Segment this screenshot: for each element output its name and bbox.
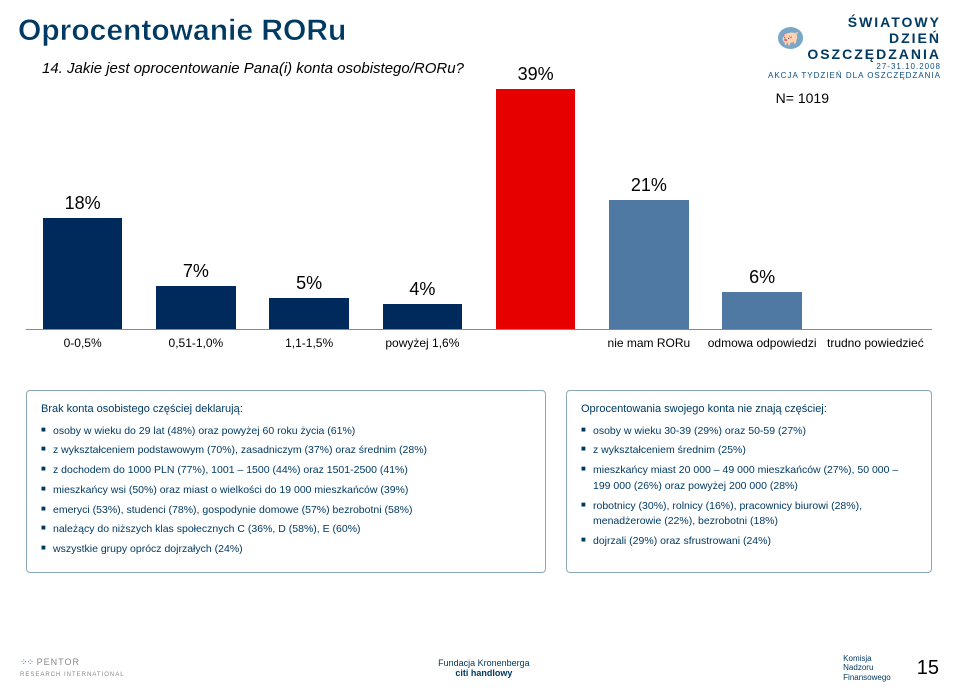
bar-rect (609, 200, 688, 329)
event-logo: 🐖 ŚWIATOWY DZIEŃ OSZCZĘDZANIA 27-31.10.2… (768, 14, 941, 80)
bar-rect (43, 218, 122, 329)
bar-rect (383, 304, 462, 329)
bar-3: 4% (366, 304, 479, 329)
chart-plot-area: 18%7%5%4%39%21%6% (26, 90, 932, 330)
list-item: mieszkańcy miast 20 000 – 49 000 mieszka… (581, 463, 917, 495)
list-item: osoby w wieku do 29 lat (48%) oraz powyż… (41, 424, 531, 440)
bar-rect (496, 89, 575, 329)
right-box-lead: Oprocentowania swojego konta nie znają c… (581, 401, 917, 418)
footer-left: PENTOR (37, 657, 80, 667)
x-tick-label: 1,1-1,5% (253, 330, 366, 350)
logo-date: 27-31.10.2008 (768, 62, 941, 71)
list-item: robotnicy (30%), rolnicy (16%), pracowni… (581, 499, 917, 531)
info-box-left: Brak konta osobistego częściej deklarują… (26, 390, 546, 573)
list-item: wszystkie grupy oprócz dojrzałych (24%) (41, 542, 531, 558)
x-tick-label: powyżej 1,6% (366, 330, 479, 350)
bar-value-label: 4% (366, 279, 479, 300)
bar-4: 39% (479, 89, 592, 329)
footer: ⁘⁘ PENTOR RESEARCH INTERNATIONAL Fundacj… (20, 646, 939, 690)
x-tick-label (479, 330, 592, 350)
info-box-right: Oprocentowania swojego konta nie znają c… (566, 390, 932, 573)
left-box-list: osoby w wieku do 29 lat (48%) oraz powyż… (41, 424, 531, 558)
bar-rect (156, 286, 235, 329)
logo-line-1: ŚWIATOWY (807, 14, 941, 30)
list-item: dojrzali (29%) oraz sfrustrowani (24%) (581, 534, 917, 550)
footer-logo-pentor: ⁘⁘ PENTOR RESEARCH INTERNATIONAL (20, 657, 125, 679)
list-item: emeryci (53%), studenci (78%), gospodyni… (41, 503, 531, 519)
footer-center-top: Fundacja Kronenberga (438, 658, 530, 668)
footer-center: Fundacja Kronenberga citi handlowy (438, 658, 530, 678)
bar-value-label: 18% (26, 193, 139, 214)
page-title: Oprocentowanie RORu (18, 14, 346, 48)
list-item: mieszkańcy wsi (50%) oraz miast o wielko… (41, 483, 531, 499)
dots-icon: ⁘⁘ (20, 657, 33, 667)
bar-0: 18% (26, 218, 139, 329)
x-tick-label: odmowa odpowiedzi (706, 330, 819, 350)
list-item: należący do niższych klas społecznych C … (41, 522, 531, 538)
right-box-list: osoby w wieku 30-39 (29%) oraz 50-59 (27… (581, 424, 917, 550)
x-tick-label: trudno powiedzieć (819, 330, 932, 350)
x-tick-label: nie mam RORu (592, 330, 705, 350)
bar-value-label: 7% (139, 261, 252, 282)
footer-center-bottom: citi handlowy (438, 668, 530, 678)
list-item: z wykształceniem podstawowym (70%), zasa… (41, 443, 531, 459)
footer-left-sub: RESEARCH INTERNATIONAL (20, 672, 125, 678)
bar-value-label: 6% (706, 267, 819, 288)
list-item: osoby w wieku 30-39 (29%) oraz 50-59 (27… (581, 424, 917, 440)
logo-subtitle: AKCJA TYDZIEŃ DLA OSZCZĘDZANIA (768, 71, 941, 80)
bar-rect (269, 298, 348, 329)
bar-value-label: 21% (592, 175, 705, 196)
x-tick-label: 0-0,5% (26, 330, 139, 350)
bar-value-label: 5% (253, 273, 366, 294)
footer-logo-knf: Komisja Nadzoru Finansowego (843, 654, 891, 683)
x-tick-label: 0,51-1,0% (139, 330, 252, 350)
piggy-icon: 🐖 (778, 27, 803, 49)
bar-value-label: 39% (479, 64, 592, 85)
list-item: z dochodem do 1000 PLN (77%), 1001 – 150… (41, 463, 531, 479)
bar-6: 6% (706, 292, 819, 329)
bar-1: 7% (139, 286, 252, 329)
bar-rect (722, 292, 801, 329)
logo-line-2: DZIEŃ (807, 30, 941, 46)
chart-x-labels: 0-0,5%0,51-1,0%1,1-1,5%powyżej 1,6% nie m… (26, 330, 932, 350)
bar-chart: 18%7%5%4%39%21%6% 0-0,5%0,51-1,0%1,1-1,5… (26, 90, 932, 360)
bar-2: 5% (253, 298, 366, 329)
list-item: z wykształceniem średnim (25%) (581, 443, 917, 459)
question-text: 14. Jakie jest oprocentowanie Pana(i) ko… (42, 60, 464, 77)
page-number: 15 (917, 657, 939, 680)
bar-5: 21% (592, 200, 705, 329)
logo-line-3: OSZCZĘDZANIA (807, 46, 941, 62)
left-box-lead: Brak konta osobistego częściej deklarują… (41, 401, 531, 418)
